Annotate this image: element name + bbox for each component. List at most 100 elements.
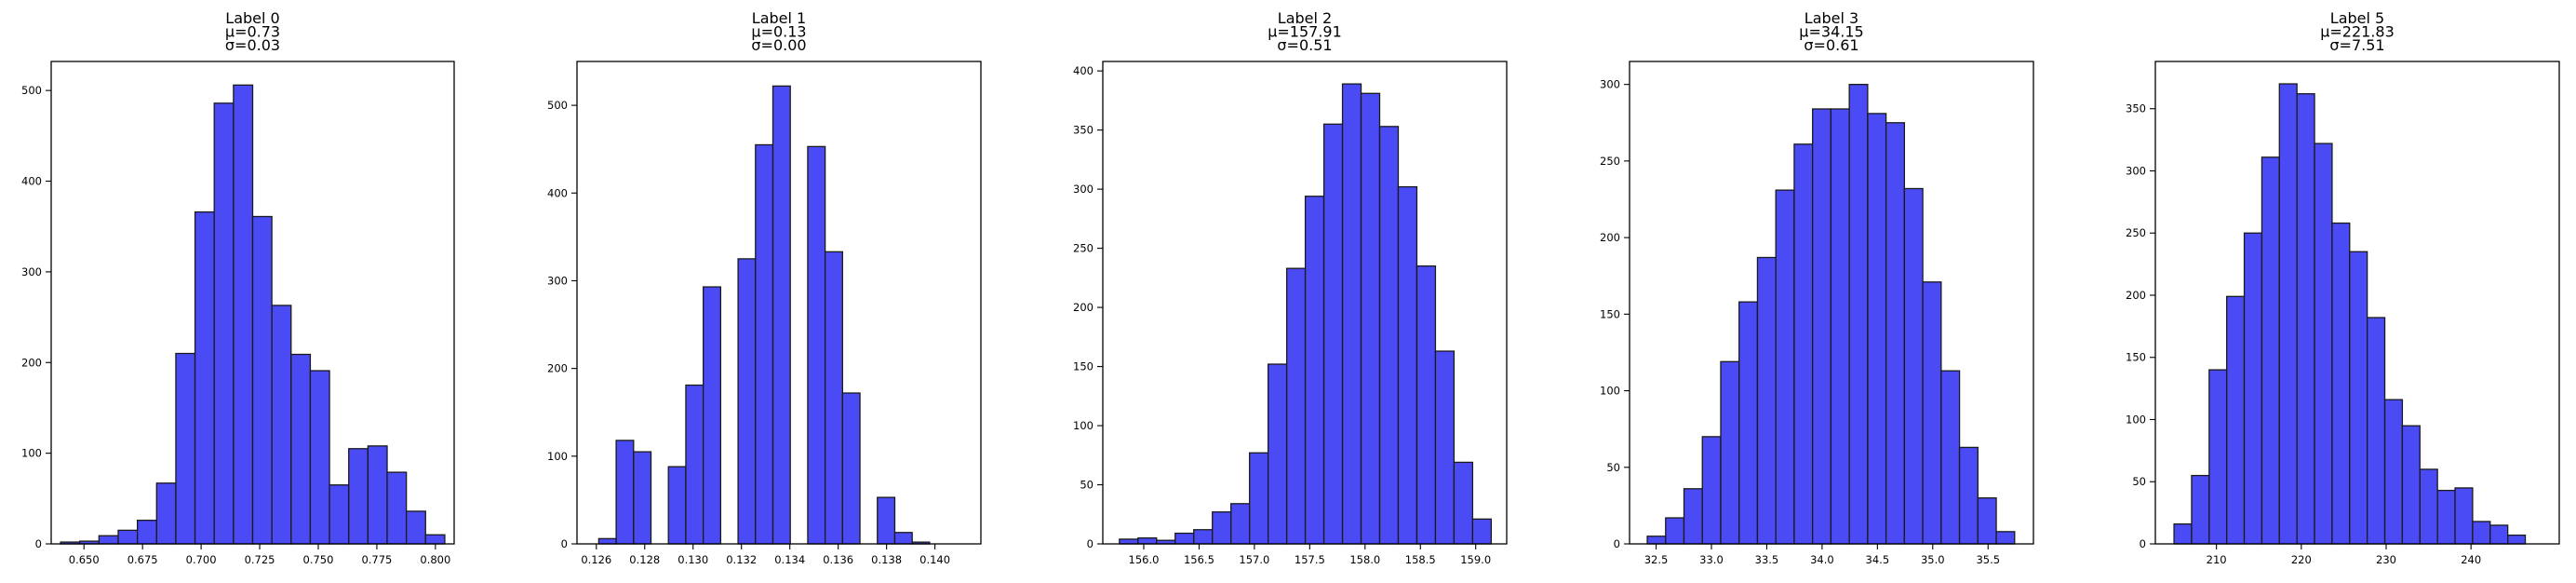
histogram-bar	[1922, 281, 1942, 545]
chart-title-line: σ=0.03	[225, 36, 280, 54]
histogram-bar	[233, 84, 254, 545]
histogram-bar	[1397, 185, 1418, 545]
histogram-bar	[155, 482, 177, 545]
histogram-bar	[2243, 232, 2263, 545]
histogram-bar	[1665, 517, 1685, 545]
histogram-bar	[194, 210, 215, 545]
histogram-bar	[1378, 126, 1400, 545]
histogram-bar	[2383, 399, 2404, 545]
y-tick-label: 500	[547, 99, 568, 112]
x-tick-label: 32.5	[1644, 553, 1669, 566]
histogram-bar	[824, 251, 844, 545]
chart-title-line: σ=0.00	[751, 36, 806, 54]
y-tick-label: 100	[1600, 385, 1620, 398]
y-tick-label: 0	[35, 537, 42, 550]
y-tick-label: 200	[1600, 231, 1620, 244]
histogram-bar	[2261, 156, 2280, 545]
chart-title-line: μ=221.83	[2320, 23, 2395, 41]
histogram-bar	[1812, 108, 1832, 545]
histogram-bar	[2191, 474, 2210, 545]
histogram-bar	[1471, 518, 1493, 545]
histogram-bar	[1193, 529, 1214, 545]
histogram-bar	[1977, 497, 1997, 545]
plot-frame	[50, 61, 455, 545]
histogram-bar	[1756, 256, 1777, 545]
y-tick-label: 100	[547, 450, 568, 463]
y-tick-label: 400	[547, 186, 568, 199]
y-tick-label: 200	[21, 356, 42, 369]
y-tick-label: 0	[561, 537, 568, 550]
y-tick-label: 300	[1600, 78, 1620, 91]
histogram-bar	[1174, 532, 1195, 545]
histogram-bar	[1453, 461, 1474, 545]
x-tick-label: 33.5	[1755, 553, 1779, 566]
histogram-bar	[1903, 187, 1924, 545]
x-tick-label: 0.138	[871, 553, 902, 566]
x-tick-label: 0.675	[127, 553, 158, 566]
histogram-panel-1: 0.126 0.128 0.130 0.132 0.134 0.136 0.138 0.140…	[547, 9, 982, 566]
x-tick-label: 33.0	[1699, 553, 1724, 566]
histogram-bar	[1119, 538, 1139, 545]
chart-title-line: Label 1	[752, 9, 806, 27]
x-tick-label: 220	[2291, 553, 2312, 566]
histogram-bar	[877, 496, 896, 545]
histogram-panel-4: 210 220 230 240 0 50 100 150 200 250 300 350 Label 5…	[2126, 9, 2560, 566]
x-tick-label: 240	[2461, 553, 2481, 566]
histogram-bar	[2349, 251, 2368, 545]
histogram-bar	[2314, 142, 2333, 545]
x-tick-label: 156.5	[1184, 553, 1214, 566]
histogram-bar	[1212, 511, 1232, 545]
y-tick-label: 250	[1073, 242, 1093, 255]
y-tick-label: 350	[1073, 124, 1093, 137]
histogram-bar	[703, 286, 722, 545]
y-tick-label: 50	[1080, 479, 1093, 492]
histogram-bar	[1958, 446, 1979, 545]
histogram-bar	[2278, 83, 2298, 545]
x-tick-label: 157.0	[1239, 553, 1269, 566]
histogram-bar	[98, 535, 119, 545]
histogram-panel-0: 0.650 0.675 0.700 0.725 0.750 0.775 0.800 0 100 2…	[21, 9, 455, 566]
histogram-bar	[807, 145, 826, 545]
histogram-bar	[2226, 295, 2246, 545]
histogram-bar	[1830, 108, 1850, 545]
histogram-bar	[893, 532, 913, 545]
x-tick-label: 0.725	[245, 553, 275, 566]
histogram-bar	[2173, 522, 2193, 545]
histogram-bar	[2331, 222, 2351, 545]
histogram-bar	[1249, 452, 1269, 545]
histogram-bar	[2454, 487, 2474, 545]
x-tick-label: 230	[2376, 553, 2396, 566]
histogram-bar	[615, 440, 635, 545]
y-tick-label: 300	[2126, 164, 2146, 177]
x-tick-label: 35.5	[1976, 553, 2000, 566]
histogram-bar	[1360, 92, 1381, 545]
x-tick-label: 0.650	[69, 553, 100, 566]
x-tick-label: 156.0	[1129, 553, 1160, 566]
histogram-bar	[386, 471, 408, 545]
chart-title-line: Label 5	[2330, 9, 2384, 27]
histogram-bar	[1793, 143, 1814, 545]
y-tick-label: 150	[2126, 351, 2146, 364]
plot-frame	[2154, 61, 2560, 545]
histogram-bar	[329, 484, 350, 545]
histogram-bar	[290, 353, 312, 545]
histogram-bar	[213, 102, 235, 545]
histogram-bar	[1885, 122, 1906, 545]
histogram-bar	[424, 534, 446, 545]
plot-frame	[576, 61, 982, 545]
histogram-bar	[1701, 436, 1722, 545]
x-tick-label: 210	[2207, 553, 2227, 566]
histogram-bar	[1775, 189, 1795, 545]
x-tick-label: 0.750	[303, 553, 334, 566]
x-tick-label: 35.0	[1921, 553, 1945, 566]
y-tick-label: 150	[1600, 307, 1620, 320]
histogram-bar	[2296, 93, 2315, 545]
x-tick-label: 157.5	[1295, 553, 1325, 566]
y-tick-label: 300	[1073, 183, 1093, 196]
histogram-bar	[1341, 83, 1362, 545]
y-tick-label: 50	[1606, 461, 1620, 474]
histogram-bar	[136, 520, 157, 545]
chart-title-line: σ=0.51	[1277, 36, 1332, 54]
chart-title-line: σ=7.51	[2329, 36, 2384, 54]
